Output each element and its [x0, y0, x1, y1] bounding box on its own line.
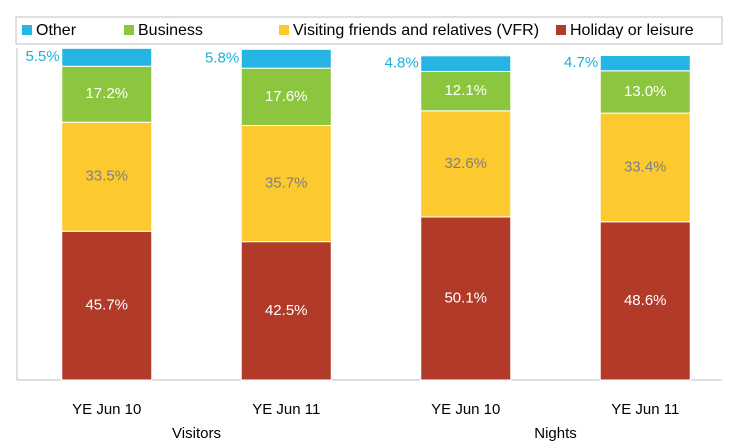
legend-label: Holiday or leisure [570, 22, 694, 39]
legend-marker [124, 25, 134, 35]
bar-segment [599, 70, 691, 114]
bar-segment [61, 121, 153, 232]
group-label: Nights [534, 425, 577, 442]
bar-segment [599, 112, 691, 223]
data-label: 17.6% [265, 88, 308, 105]
x-tick-label: YE Jun 10 [431, 401, 500, 418]
legend-label: Visiting friends and relatives (VFR) [293, 22, 539, 39]
data-label: 50.1% [444, 289, 487, 306]
data-label: 32.6% [444, 155, 487, 172]
bar-segment [599, 221, 691, 381]
data-label: 33.4% [624, 158, 667, 175]
legend-label: Other [36, 22, 77, 39]
data-label: 4.7% [564, 54, 598, 71]
data-label: 42.5% [265, 302, 308, 319]
bar-segment [61, 47, 153, 67]
bar-segment [599, 54, 691, 72]
x-tick-label: YE Jun 10 [72, 401, 141, 418]
bar-segment [420, 55, 512, 72]
group-label: Visitors [172, 425, 221, 442]
data-label: 12.1% [444, 82, 487, 99]
data-label: 4.8% [385, 55, 419, 72]
data-label: 35.7% [265, 175, 308, 192]
data-label: 48.6% [624, 292, 667, 309]
legend-label: Business [138, 22, 203, 39]
x-tick-label: YE Jun 11 [252, 401, 320, 418]
bar-segment [61, 65, 153, 123]
bar-segment [420, 216, 512, 381]
data-label: 33.5% [85, 168, 128, 185]
data-label: 13.0% [624, 83, 667, 100]
x-tick-label: YE Jun 11 [611, 401, 679, 418]
bar-segment [240, 67, 332, 126]
data-label: 5.5% [26, 48, 60, 65]
bar-segment [240, 48, 332, 69]
data-label: 5.8% [205, 50, 239, 67]
data-label: 17.2% [85, 85, 128, 102]
bar-segment [240, 124, 332, 243]
data-label: 45.7% [85, 297, 128, 314]
legend-marker [279, 25, 289, 35]
legend-marker [556, 25, 566, 35]
bar-segment [420, 110, 512, 218]
legend-marker [22, 25, 32, 35]
bar-segment [240, 241, 332, 381]
